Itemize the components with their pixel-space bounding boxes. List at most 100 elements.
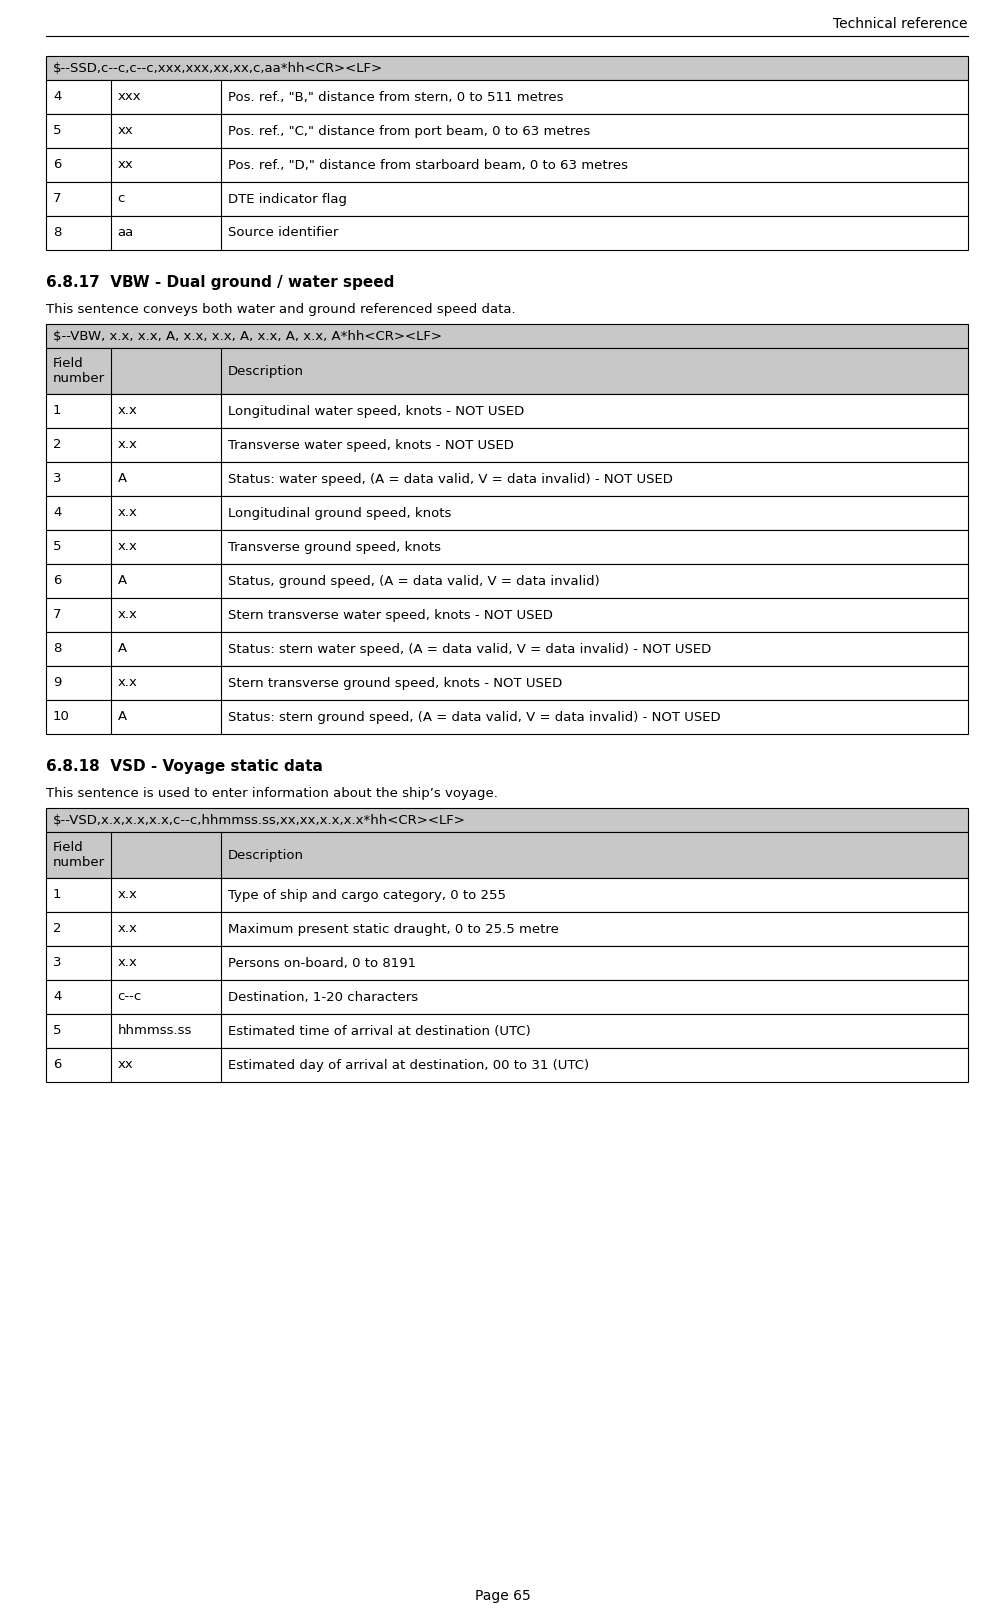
Text: 5: 5 (53, 1025, 61, 1037)
Text: Transverse water speed, knots - NOT USED: Transverse water speed, knots - NOT USED (228, 438, 514, 451)
Text: x.x: x.x (118, 540, 138, 554)
Bar (46, 700, 968, 734)
Text: 4: 4 (53, 506, 61, 519)
Text: Stern transverse water speed, knots - NOT USED: Stern transverse water speed, knots - NO… (228, 609, 553, 622)
Text: A: A (118, 711, 127, 724)
Text: Pos. ref., "B," distance from stern, 0 to 511 metres: Pos. ref., "B," distance from stern, 0 t… (228, 90, 563, 103)
Text: 2: 2 (53, 438, 61, 451)
Bar (46, 428, 968, 462)
Text: Estimated day of arrival at destination, 00 to 31 (UTC): Estimated day of arrival at destination,… (228, 1058, 590, 1071)
Text: hhmmss.ss: hhmmss.ss (118, 1025, 192, 1037)
Text: Technical reference: Technical reference (834, 18, 968, 31)
Text: Destination, 1-20 characters: Destination, 1-20 characters (228, 991, 418, 1004)
Text: xx: xx (118, 124, 133, 137)
Text: 5: 5 (53, 124, 61, 137)
Text: xx: xx (118, 1058, 133, 1071)
Bar (46, 496, 968, 530)
Text: Status: water speed, (A = data valid, V = data invalid) - NOT USED: Status: water speed, (A = data valid, V … (228, 472, 673, 485)
Text: Pos. ref., "C," distance from port beam, 0 to 63 metres: Pos. ref., "C," distance from port beam,… (228, 124, 591, 137)
Text: Description: Description (228, 365, 304, 378)
Text: xxx: xxx (118, 90, 141, 103)
Text: 4: 4 (53, 991, 61, 1004)
Text: 5: 5 (53, 540, 61, 554)
Text: 6: 6 (53, 575, 61, 588)
Text: Status: stern water speed, (A = data valid, V = data invalid) - NOT USED: Status: stern water speed, (A = data val… (228, 643, 711, 656)
Bar (46, 115, 968, 149)
Bar (46, 598, 968, 632)
Text: 7: 7 (53, 609, 61, 622)
Text: 4: 4 (53, 90, 61, 103)
Text: aa: aa (118, 226, 134, 239)
Text: 1: 1 (53, 404, 61, 417)
Bar (46, 217, 968, 250)
Bar (46, 57, 968, 81)
Text: x.x: x.x (118, 957, 138, 970)
Text: Stern transverse ground speed, knots - NOT USED: Stern transverse ground speed, knots - N… (228, 677, 562, 690)
Text: Type of ship and cargo category, 0 to 255: Type of ship and cargo category, 0 to 25… (228, 889, 506, 902)
Text: 9: 9 (53, 677, 61, 690)
Bar (46, 945, 968, 979)
Bar (46, 323, 968, 347)
Bar (46, 1013, 968, 1049)
Text: 10: 10 (53, 711, 69, 724)
Text: This sentence conveys both water and ground referenced speed data.: This sentence conveys both water and gro… (46, 302, 516, 315)
Text: $--SSD,c--c,c--c,xxx,xxx,xx,xx,c,aa*hh<CR><LF>: $--SSD,c--c,c--c,xxx,xxx,xx,xx,c,aa*hh<C… (53, 61, 383, 74)
Text: 8: 8 (53, 643, 61, 656)
Text: Longitudinal water speed, knots - NOT USED: Longitudinal water speed, knots - NOT US… (228, 404, 524, 417)
Text: x.x: x.x (118, 438, 138, 451)
Text: x.x: x.x (118, 609, 138, 622)
Text: $--VSD,x.x,x.x,x.x,c--c,hhmmss.ss,xx,xx,x.x,x.x*hh<CR><LF>: $--VSD,x.x,x.x,x.x,c--c,hhmmss.ss,xx,xx,… (53, 813, 466, 826)
Bar (46, 911, 968, 945)
Text: Longitudinal ground speed, knots: Longitudinal ground speed, knots (228, 506, 452, 519)
Text: 3: 3 (53, 472, 61, 485)
Text: x.x: x.x (118, 506, 138, 519)
Text: Field
number: Field number (53, 357, 105, 385)
Text: c--c: c--c (118, 991, 142, 1004)
Text: Status: stern ground speed, (A = data valid, V = data invalid) - NOT USED: Status: stern ground speed, (A = data va… (228, 711, 721, 724)
Text: $--VBW, x.x, x.x, A, x.x, x.x, A, x.x, A, x.x, A*hh<CR><LF>: $--VBW, x.x, x.x, A, x.x, x.x, A, x.x, A… (53, 330, 442, 343)
Bar (46, 832, 968, 877)
Bar (46, 462, 968, 496)
Text: 6.8.17  VBW - Dual ground / water speed: 6.8.17 VBW - Dual ground / water speed (46, 275, 394, 289)
Text: Transverse ground speed, knots: Transverse ground speed, knots (228, 540, 442, 554)
Bar (46, 81, 968, 115)
Text: Estimated time of arrival at destination (UTC): Estimated time of arrival at destination… (228, 1025, 531, 1037)
Bar (46, 666, 968, 700)
Text: Status, ground speed, (A = data valid, V = data invalid): Status, ground speed, (A = data valid, V… (228, 575, 600, 588)
Bar (46, 979, 968, 1013)
Bar (46, 347, 968, 394)
Text: Description: Description (228, 848, 304, 861)
Text: 8: 8 (53, 226, 61, 239)
Text: A: A (118, 575, 127, 588)
Text: xx: xx (118, 158, 133, 171)
Bar (46, 877, 968, 911)
Text: Pos. ref., "D," distance from starboard beam, 0 to 63 metres: Pos. ref., "D," distance from starboard … (228, 158, 628, 171)
Text: A: A (118, 643, 127, 656)
Text: 6: 6 (53, 1058, 61, 1071)
Text: A: A (118, 472, 127, 485)
Text: 3: 3 (53, 957, 61, 970)
Text: x.x: x.x (118, 889, 138, 902)
Text: Maximum present static draught, 0 to 25.5 metre: Maximum present static draught, 0 to 25.… (228, 923, 559, 936)
Text: x.x: x.x (118, 677, 138, 690)
Text: x.x: x.x (118, 923, 138, 936)
Text: x.x: x.x (118, 404, 138, 417)
Bar (46, 632, 968, 666)
Bar (46, 808, 968, 832)
Text: Persons on-board, 0 to 8191: Persons on-board, 0 to 8191 (228, 957, 416, 970)
Text: 7: 7 (53, 192, 61, 205)
Bar (46, 183, 968, 217)
Text: Page 65: Page 65 (475, 1589, 531, 1603)
Bar (46, 149, 968, 183)
Bar (46, 1049, 968, 1083)
Text: 6: 6 (53, 158, 61, 171)
Bar (46, 530, 968, 564)
Bar (46, 394, 968, 428)
Bar (46, 564, 968, 598)
Text: 6.8.18  VSD - Voyage static data: 6.8.18 VSD - Voyage static data (46, 758, 323, 774)
Text: This sentence is used to enter information about the ship’s voyage.: This sentence is used to enter informati… (46, 787, 498, 800)
Text: DTE indicator flag: DTE indicator flag (228, 192, 347, 205)
Text: Field
number: Field number (53, 840, 105, 869)
Text: Source identifier: Source identifier (228, 226, 339, 239)
Text: 1: 1 (53, 889, 61, 902)
